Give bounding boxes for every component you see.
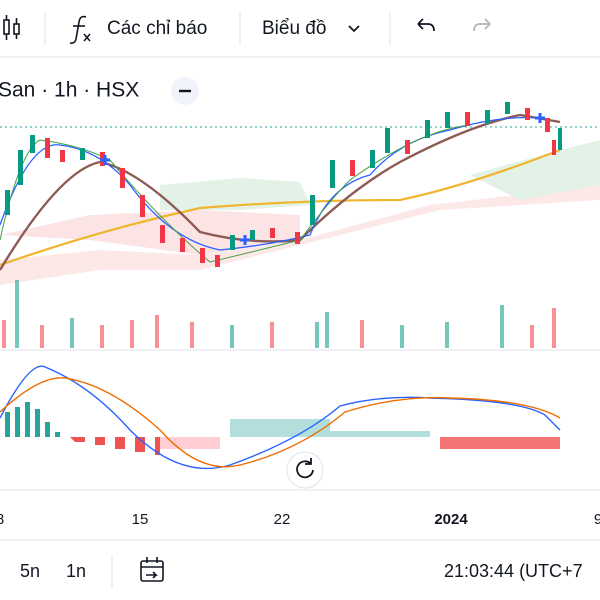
macd-hist: [230, 419, 330, 437]
range-button[interactable]: 5n: [20, 561, 40, 581]
time-label: 15: [132, 511, 149, 528]
signal-line: [0, 377, 561, 468]
chart-type-button[interactable]: Biểu đồ: [262, 18, 326, 39]
undo[interactable]: [417, 18, 435, 32]
price-chart: [0, 102, 600, 351]
candles: [5, 102, 562, 267]
time-label: 22: [274, 511, 291, 528]
tenkan: [0, 116, 541, 251]
range-button[interactable]: 1n: [66, 561, 86, 581]
cloud-red: [0, 185, 600, 285]
reset-icon: [296, 458, 314, 479]
macd-line: [0, 365, 561, 470]
symbol-legend[interactable]: San · 1h · HSX: [0, 79, 139, 102]
ma-yellow: [0, 148, 561, 267]
cloud-green: [160, 140, 600, 210]
chevron[interactable]: [348, 25, 360, 33]
toolbar: Các chỉ báo Biểu đồ: [0, 12, 600, 58]
macd-hist: [0, 402, 60, 437]
cross-marker: [100, 113, 545, 245]
cloud-red: [0, 210, 300, 255]
macd-hist: [160, 437, 220, 449]
indicators-button[interactable]: Các chỉ báo: [107, 18, 207, 39]
macd-hist: [330, 431, 430, 437]
reset-button[interactable]: [286, 451, 324, 489]
macd-hist: [70, 437, 160, 455]
kijun: [0, 124, 471, 263]
macd-pane: [0, 365, 561, 489]
macd-hist: [440, 437, 560, 449]
time-label: 9: [594, 511, 600, 528]
time-label: 8: [0, 511, 4, 528]
time-label: 2024: [434, 511, 468, 528]
redo[interactable]: [473, 18, 491, 32]
bottom-bar: 5n 1n 21:03:44 (UTC+7: [20, 555, 583, 588]
time-axis: 8 15 22 2024 9: [0, 511, 600, 528]
candle-icon[interactable]: [3, 15, 20, 40]
volume: [2, 280, 556, 348]
indicator-icon[interactable]: [69, 15, 91, 44]
date-range-icon[interactable]: [140, 557, 164, 582]
clock[interactable]: 21:03:44 (UTC+7: [444, 561, 583, 581]
